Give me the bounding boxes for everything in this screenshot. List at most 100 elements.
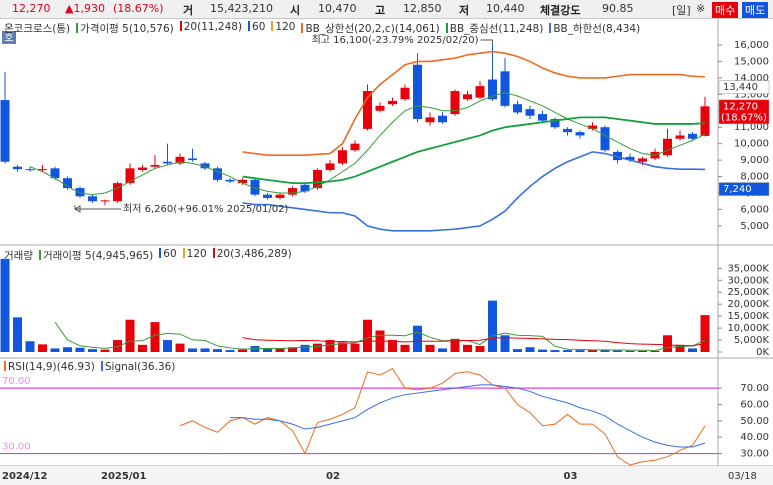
candle-body [113, 183, 122, 202]
candle-body [350, 143, 360, 151]
y-tick-label: 9,000 [740, 155, 769, 166]
candle-body [163, 161, 172, 164]
candle-body [288, 188, 297, 195]
price-tag-sub: (18.67%) [721, 112, 767, 123]
candle-body [688, 133, 697, 139]
legend-label: 가격이평 5(10,576) [80, 23, 174, 35]
y-tick-label: 35,000K [727, 263, 769, 274]
legend-marker [271, 21, 274, 31]
price-tag [718, 99, 770, 125]
y-tick-label: 0K [756, 347, 769, 358]
candle-body [500, 71, 510, 106]
bar [638, 350, 647, 352]
bar [225, 350, 235, 352]
bar [650, 350, 660, 352]
series-line [54, 321, 706, 352]
candle-body [263, 194, 272, 198]
candle-body [63, 178, 72, 189]
period-button[interactable]: [일] [672, 4, 691, 17]
candle-body [525, 109, 535, 116]
candle-body [275, 194, 285, 198]
bar [138, 344, 147, 352]
bar [188, 348, 197, 352]
candle-body [488, 79, 497, 100]
legend-item: BB_하한선(8,434) [549, 21, 640, 36]
bar [300, 344, 310, 352]
price-tag [718, 182, 770, 196]
legend-item: RSI(14,9)(46.93) [4, 361, 95, 373]
y-tick-label: 20,000K [727, 299, 769, 310]
panel-title: 온코크로스(통) [4, 23, 71, 35]
bar [63, 347, 72, 352]
candle-body [300, 184, 310, 192]
date-bar [0, 466, 773, 485]
legend-marker [445, 23, 448, 33]
bar [550, 350, 560, 352]
bar [688, 348, 697, 352]
legend-marker [179, 21, 182, 31]
price: 12,270 [12, 2, 51, 15]
legend-label: Signal(36.36) [104, 361, 176, 373]
legend-label: BB_중심선(11,248) [449, 23, 544, 35]
bar [313, 343, 322, 352]
bar [525, 347, 535, 352]
candle-body [75, 188, 85, 197]
sell-button[interactable]: 매도 [742, 2, 769, 18]
candle-body [513, 104, 522, 113]
legend-item: BB_중심선(11,248) [445, 21, 544, 36]
legend-item: 120 [271, 21, 295, 36]
price-tag [718, 80, 770, 94]
legend-marker [182, 248, 185, 258]
bar [75, 347, 85, 352]
volume: 15,423,210 [210, 2, 273, 15]
candle-body [563, 128, 572, 133]
x-tick-label: 03 [564, 471, 578, 482]
legend-label: 120 [186, 248, 207, 260]
option-button[interactable]: ※ [696, 2, 706, 15]
candle-body [663, 138, 672, 156]
y-tick-label: 8,000 [740, 172, 769, 183]
y-tick-label: 30,000K [727, 275, 769, 286]
bar [463, 344, 472, 352]
annotation-arrow [74, 205, 121, 213]
annotation-arrow [480, 39, 493, 44]
x-tick-label: 2024/12 [2, 471, 47, 482]
label: 저 [459, 4, 470, 17]
x-tick-label: 2025/01 [101, 471, 146, 482]
legend-label: 20(3,486,289) [216, 248, 292, 260]
candle-body [313, 169, 322, 189]
x-tick-label: 02 [326, 471, 340, 482]
candle-body [13, 166, 22, 170]
candle-body [363, 91, 372, 129]
candle-body [538, 114, 547, 121]
legend-marker [159, 248, 162, 258]
bar [538, 349, 547, 352]
legend-item: 가격이평 5(10,576) [76, 21, 174, 36]
legend: 거래량 거래이평 5(4,945,965) 60 120 20(3,486,289) [4, 248, 292, 263]
bar [500, 335, 510, 352]
y-tick-label: 13,000 [734, 89, 769, 100]
badge [2, 31, 16, 44]
series-line [242, 116, 706, 185]
candle-body [625, 156, 635, 161]
bar [275, 348, 285, 352]
candle-body [125, 168, 135, 184]
series-line [242, 50, 706, 156]
y-tick-label: 40.00 [740, 432, 769, 443]
legend: RSI(14,9)(46.93) Signal(36.36) [4, 361, 175, 373]
legend-item: 60 [159, 248, 177, 263]
bar [88, 349, 97, 352]
buy-button[interactable]: 매수 [712, 2, 739, 18]
candle-body [200, 163, 210, 169]
bar [513, 349, 522, 352]
candle-body [450, 91, 460, 115]
candle-body [550, 119, 560, 128]
annotation: 최고 16,100(-23.79% 2025/02/20) [312, 34, 479, 46]
y-tick-label: 15,000 [734, 56, 769, 67]
bar [50, 348, 60, 352]
legend-item: 60 [248, 21, 265, 36]
bar [338, 342, 347, 352]
bar [613, 350, 622, 352]
